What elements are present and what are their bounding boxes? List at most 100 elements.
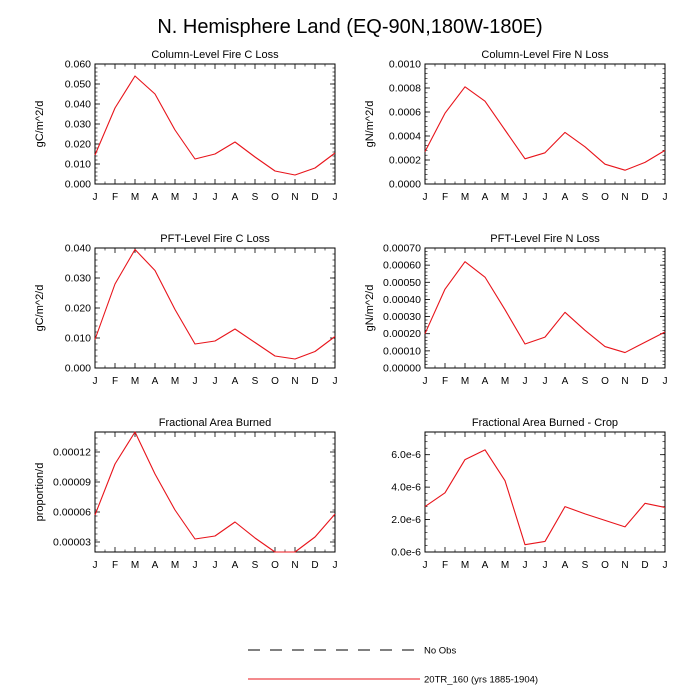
x-tick-label: N [291, 560, 298, 571]
y-tick-label: 0.030 [65, 273, 91, 285]
y-tick-label: 0.0006 [389, 107, 421, 119]
series-line-20tr-160-yrs-1885-1904 [424, 261, 666, 354]
x-tick-label: M [501, 192, 509, 203]
y-axis-label: gC/m^2/d [34, 285, 46, 332]
chart-column-level-fire-c-loss: Column-Level Fire C Loss gC/m^2/d J F M A M J J A… [34, 49, 338, 203]
x-tick-label: A [482, 560, 489, 571]
plot-frame [424, 431, 666, 553]
y-tick-label: 0.00009 [53, 477, 91, 489]
y-tick-label: 0.0004 [389, 131, 421, 143]
x-tick-label: S [582, 192, 589, 203]
x-tick-label: A [482, 192, 489, 203]
x-tick-label: J [213, 376, 218, 387]
plot-frame [94, 431, 336, 553]
y-axis-label: proportion/d [34, 463, 46, 522]
x-tick-label: S [582, 560, 589, 571]
legend: No Obs 20TR_160 (yrs 1885-1904) [248, 646, 538, 686]
x-tick-label: M [171, 192, 179, 203]
y-axis-label: gN/m^2/d [364, 285, 376, 332]
series-line-20tr-160-yrs-1885-1904 [94, 248, 336, 360]
x-tick-label: D [311, 192, 318, 203]
x-tick-label: D [641, 376, 648, 387]
x-tick-label: J [193, 560, 198, 571]
x-tick-label: M [171, 376, 179, 387]
x-tick-label: J [663, 376, 668, 387]
x-tick-label: M [461, 376, 469, 387]
y-tick-label: 0.010 [65, 333, 91, 345]
x-tick-label: M [131, 560, 139, 571]
x-tick-label: A [562, 376, 569, 387]
y-tick-label: 0.00040 [383, 294, 421, 306]
x-tick-label: A [152, 560, 159, 571]
series-line-20tr-160-yrs-1885-1904 [94, 431, 336, 553]
x-tick-label: M [501, 376, 509, 387]
x-tick-label: J [333, 560, 338, 571]
x-tick-label: A [482, 376, 489, 387]
y-tick-label: 0.040 [65, 243, 91, 255]
x-tick-label: O [271, 192, 279, 203]
x-tick-label: J [543, 192, 548, 203]
x-tick-label: A [562, 192, 569, 203]
x-tick-label: D [311, 560, 318, 571]
y-tick-label: 0.040 [65, 99, 91, 111]
x-tick-label: M [461, 192, 469, 203]
x-tick-label: J [213, 560, 218, 571]
y-tick-label: 6.0e-6 [391, 449, 421, 461]
y-tick-label: 0.00003 [53, 537, 91, 549]
x-tick-label: A [562, 560, 569, 571]
page-title: N. Hemisphere Land (EQ-90N,180W-180E) [157, 16, 542, 38]
y-tick-label: 0.010 [65, 159, 91, 171]
x-tick-label: J [93, 192, 98, 203]
x-tick-label: J [543, 376, 548, 387]
x-tick-label: A [232, 192, 239, 203]
x-tick-label: O [271, 560, 279, 571]
y-tick-label: 0.0e-6 [391, 547, 421, 559]
y-tick-label: 0.00050 [383, 277, 421, 289]
x-tick-label: J [523, 376, 528, 387]
x-tick-label: M [171, 560, 179, 571]
chart-column-level-fire-n-loss: Column-Level Fire N Loss gN/m^2/d J F M A M J J A… [364, 49, 668, 203]
x-tick-label: N [291, 376, 298, 387]
x-tick-label: J [193, 192, 198, 203]
x-tick-label: M [131, 376, 139, 387]
legend-label-20tr: 20TR_160 (yrs 1885-1904) [424, 675, 538, 686]
y-tick-label: 0.030 [65, 119, 91, 131]
x-tick-label: F [112, 376, 118, 387]
y-tick-label: 0.00020 [383, 328, 421, 340]
x-tick-label: S [252, 376, 259, 387]
y-tick-label: 4.0e-6 [391, 482, 421, 494]
x-tick-label: J [543, 560, 548, 571]
y-tick-label: 0.0002 [389, 155, 421, 167]
chart-fractional-area-burned: Fractional Area Burned proportion/d J F M A M J… [34, 417, 338, 571]
chart-pft-level-fire-c-loss: PFT-Level Fire C Loss gC/m^2/d J F M A M J J A S O N… [34, 233, 338, 387]
x-tick-label: J [93, 376, 98, 387]
x-tick-label: O [601, 560, 609, 571]
x-tick-label: M [501, 560, 509, 571]
y-tick-label: 0.0008 [389, 83, 421, 95]
x-tick-label: N [291, 192, 298, 203]
x-tick-label: N [621, 560, 628, 571]
x-tick-label: A [152, 192, 159, 203]
x-tick-label: J [423, 192, 428, 203]
x-tick-label: D [311, 376, 318, 387]
y-tick-label: 0.00070 [383, 243, 421, 255]
plot-frame [94, 247, 336, 369]
x-tick-label: S [252, 560, 259, 571]
x-tick-label: O [601, 192, 609, 203]
chart-title: PFT-Level Fire N Loss [490, 233, 600, 245]
legend-label-no-obs: No Obs [424, 646, 456, 657]
x-tick-label: J [423, 376, 428, 387]
x-tick-label: O [271, 376, 279, 387]
x-tick-label: J [523, 560, 528, 571]
y-axis-label: gC/m^2/d [34, 101, 46, 148]
y-tick-label: 0.000 [65, 179, 91, 191]
x-tick-label: J [93, 560, 98, 571]
chart-title: Column-Level Fire C Loss [151, 49, 279, 61]
chart-pft-level-fire-n-loss: PFT-Level Fire N Loss gN/m^2/d J F M A M J J A S O N… [364, 233, 668, 387]
x-tick-label: F [442, 192, 448, 203]
x-tick-label: F [442, 560, 448, 571]
x-tick-label: N [621, 192, 628, 203]
x-tick-label: J [663, 192, 668, 203]
y-tick-label: 0.00060 [383, 260, 421, 272]
x-tick-label: J [333, 376, 338, 387]
